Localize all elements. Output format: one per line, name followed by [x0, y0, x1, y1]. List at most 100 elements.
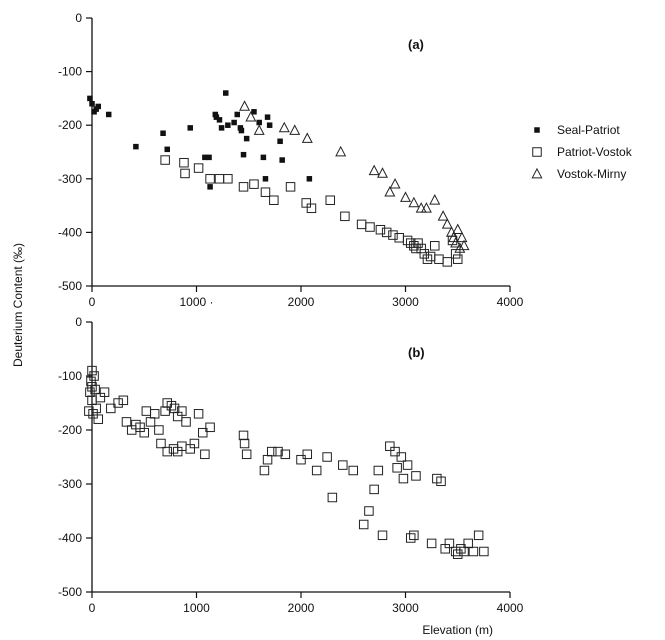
panel-b-y-tick-label: -200 — [58, 423, 82, 437]
panel-b-series0-point — [453, 549, 463, 559]
panel-a-x-tick-label: 0 — [89, 295, 96, 309]
panel-b-series0-point — [181, 417, 191, 427]
panel-b-series0-point — [348, 465, 358, 476]
panel-a-series2-point — [384, 186, 396, 197]
panel-b-series0-point — [99, 387, 110, 397]
panel-b-series0-point — [139, 427, 149, 438]
panel-b-series0-point — [436, 476, 446, 487]
panel-a-series1-point — [413, 238, 423, 248]
panel-b-series0-point — [160, 406, 170, 416]
panel-b-series0-point — [463, 538, 473, 549]
panel-b-series0-point — [113, 398, 123, 408]
panel-a-series2-point — [454, 242, 466, 253]
panel-a-series0-point — [207, 184, 213, 190]
panel-b-series0-point — [450, 546, 461, 557]
panel-b-series0-point — [145, 417, 156, 427]
panel-a-series1-point — [180, 168, 190, 179]
panel-a-series1-point — [285, 182, 296, 192]
panel-b-series0-point — [259, 465, 270, 476]
panel-a-series2-point — [450, 236, 462, 248]
panel-b-series0-point — [426, 538, 437, 549]
panel-a-series1-point — [193, 163, 204, 173]
panel-b-series0-point — [205, 422, 215, 433]
panel-a-x-tick-label: 3000 — [392, 295, 419, 309]
panel-b-series0-point — [405, 533, 416, 543]
legend-label-0: Seal-Patriot — [557, 123, 620, 137]
panel-b-series0-point — [364, 506, 374, 516]
panel-b-series0-point — [189, 438, 200, 449]
panel-a-series2-point — [239, 100, 251, 111]
panel-a-series1-point — [425, 251, 436, 262]
panel-a-series1-point — [430, 241, 440, 251]
panel-b-series0-point — [411, 471, 421, 481]
panel-b-series0-point — [296, 454, 306, 465]
panel-a-series1-point — [356, 219, 367, 230]
panel-b-series0-point — [338, 460, 348, 470]
panel-b-series0-point — [390, 446, 400, 457]
panel-a-series1-point — [214, 174, 225, 184]
panel-a-series0-point — [277, 138, 283, 145]
panel-a-series0-point — [243, 135, 250, 142]
panel-a-series0-point — [160, 130, 166, 136]
panel-a-series0-point — [238, 127, 245, 134]
panel-a-series1-point — [260, 187, 271, 197]
panel-a: 0 -100 -200 -300 -400 -500 0 1000 · 2000 3000 400… — [58, 11, 524, 309]
panel-a-series2-point — [289, 124, 301, 135]
panel-b-y-tick-label: -400 — [58, 531, 82, 545]
panel-b-series0-point — [87, 365, 97, 376]
panel-b-x-tick-label: 0 — [89, 601, 96, 615]
panel-b-series0-point — [398, 473, 409, 484]
panel-b-series0-point — [262, 454, 273, 465]
panel-a-series1-point — [223, 174, 233, 184]
panel-a-series1-point — [419, 249, 430, 259]
panel-a-series2-point — [278, 121, 290, 133]
panel-b: 0-100-200-300-400-500 0 1000 2000 3000 4000 … — [58, 315, 524, 615]
panel-a-series2-point — [452, 223, 464, 235]
panel-a-series1-point — [306, 203, 317, 214]
legend-marker-1 — [532, 147, 542, 157]
panel-b-series0-point — [91, 403, 101, 414]
panel-a-x-tick-label: 4000 — [497, 295, 524, 309]
panel-a-series1-point — [411, 243, 421, 254]
panel-a-series0-point — [95, 103, 102, 110]
panel-a-series2-point — [399, 191, 412, 202]
panel-a-series0-point — [231, 119, 237, 126]
panel-b-series0-point — [468, 546, 479, 557]
panel-a-y-tick-label: -200 — [58, 118, 82, 132]
panel-b-series0-point — [241, 449, 252, 460]
panel-b-series0-point — [166, 400, 177, 411]
panel-a-series2-point — [389, 177, 401, 189]
panel-b-series0-point — [459, 546, 469, 557]
panel-a-series2-point — [245, 110, 257, 122]
panel-b-series0-point — [149, 409, 160, 419]
panel-b-points — [84, 365, 489, 559]
panel-a-series1-point — [422, 254, 433, 264]
panel-b-series0-point — [280, 449, 291, 460]
panel-a-series0-point — [105, 111, 112, 118]
panel-a-points — [87, 90, 470, 267]
legend: Seal-Patriot Patriot-Vostok Vostok-Mirny — [531, 123, 633, 181]
panel-b-series0-point — [392, 463, 402, 473]
panel-b-series0-point — [456, 544, 466, 554]
panel-a-series1-point — [434, 254, 444, 264]
panel-a-series1-point — [179, 157, 189, 168]
panel-b-series0-point — [193, 409, 204, 419]
panel-b-series0-point — [177, 441, 187, 451]
panel-a-series0-point — [87, 95, 93, 102]
panel-a-series0-point — [89, 101, 95, 107]
panel-b-x-tick-label: 1000 — [183, 601, 210, 615]
panel-b-series0-point — [156, 438, 166, 449]
panel-a-series0-point — [187, 125, 193, 131]
panel-a-series0-point — [264, 114, 271, 120]
panel-b-series0-point — [93, 414, 104, 424]
x-axis-title: Elevation (m) — [422, 623, 493, 637]
panel-a-x-ticks: 0 1000 · 2000 3000 4000 — [89, 286, 524, 309]
legend-marker-0 — [534, 127, 540, 133]
panel-a-series0-point — [202, 154, 208, 161]
panel-b-series0-point — [385, 441, 395, 451]
panel-b-series0-point — [266, 446, 277, 457]
panel-b-series0-point — [377, 530, 388, 541]
panel-a-series1-point — [405, 238, 416, 248]
panel-a-series0-point — [225, 122, 231, 128]
legend-marker-2 — [531, 167, 543, 179]
